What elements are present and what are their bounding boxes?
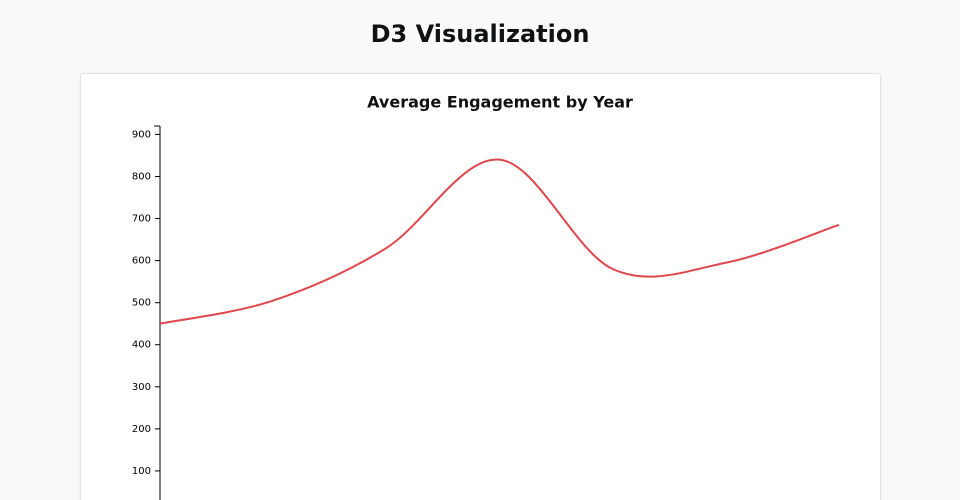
y-tick-label: 300 xyxy=(132,382,151,393)
y-tick-label: 600 xyxy=(132,256,151,267)
line xyxy=(159,158,840,325)
y-tick-label: 900 xyxy=(132,129,151,140)
page-title: D3 Visualization xyxy=(370,20,590,48)
y-tick-label: 200 xyxy=(132,424,151,435)
y-tick-label: 700 xyxy=(132,214,151,225)
y-tick-label: 800 xyxy=(132,171,151,182)
y-tick-label: 500 xyxy=(132,298,151,309)
chart-card xyxy=(80,73,881,500)
y-tick-label: 400 xyxy=(132,340,151,351)
chart-title: Average Engagement by Year xyxy=(367,93,633,112)
y-tick-label: 100 xyxy=(132,466,151,477)
